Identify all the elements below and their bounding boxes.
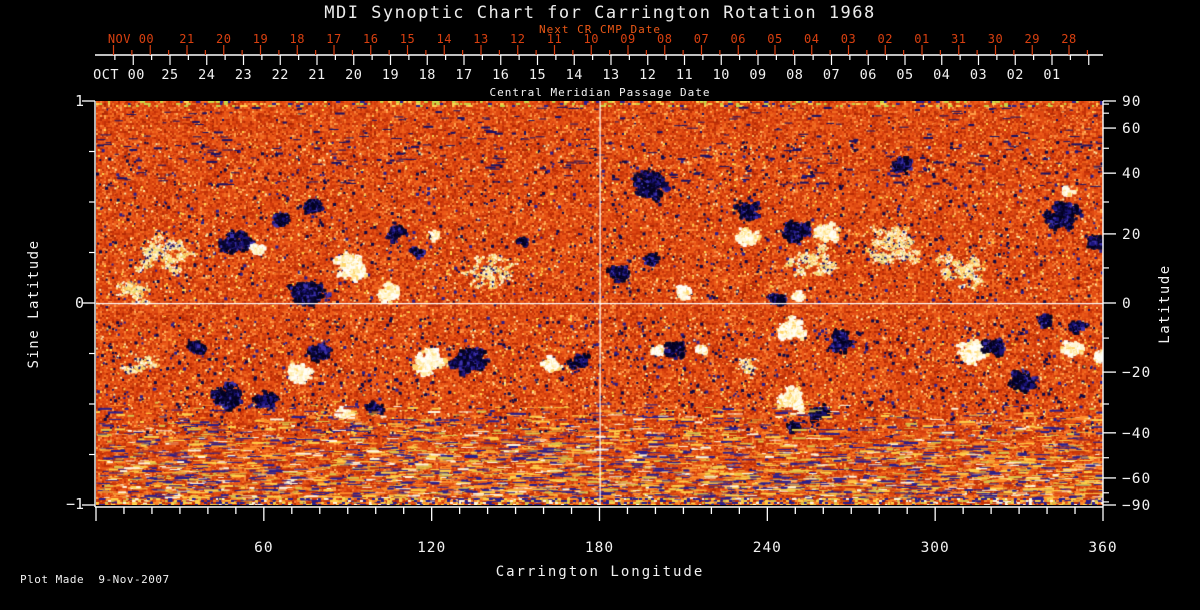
svg-text:07: 07 <box>694 32 709 46</box>
svg-text:180: 180 <box>585 540 614 556</box>
svg-text:03: 03 <box>841 32 856 46</box>
svg-text:11: 11 <box>547 32 562 46</box>
svg-text:28: 28 <box>1061 32 1076 46</box>
svg-text:19: 19 <box>382 67 399 83</box>
svg-text:31: 31 <box>951 32 966 46</box>
plot-made-timestamp: Plot Made 9-Nov-2007 <box>20 573 170 586</box>
svg-text:22: 22 <box>272 67 289 83</box>
svg-text:04: 04 <box>804 32 819 46</box>
svg-text:20: 20 <box>216 32 231 46</box>
svg-text:−40: −40 <box>1122 426 1151 442</box>
svg-text:03: 03 <box>970 67 987 83</box>
svg-text:07: 07 <box>823 67 840 83</box>
svg-text:16: 16 <box>492 67 509 83</box>
svg-text:15: 15 <box>400 32 415 46</box>
svg-text:16: 16 <box>363 32 378 46</box>
next-cr-cmp-date-label: Next CR CMP Date <box>539 23 661 36</box>
svg-text:01: 01 <box>914 32 929 46</box>
svg-text:29: 29 <box>1025 32 1040 46</box>
svg-text:02: 02 <box>1007 67 1024 83</box>
chart-title: MDI Synoptic Chart for Carrington Rotati… <box>324 3 876 23</box>
longitude-axis: 60 120 180 240 300 360 <box>95 506 1117 556</box>
svg-text:20: 20 <box>1122 227 1141 243</box>
svg-text:04: 04 <box>933 67 950 83</box>
svg-text:12: 12 <box>639 67 656 83</box>
svg-text:10: 10 <box>713 67 730 83</box>
svg-text:0: 0 <box>1122 296 1132 312</box>
central-meridian-passage-date-label: Central Meridian Passage Date <box>489 86 711 99</box>
svg-text:OCT 00: OCT 00 <box>93 67 145 83</box>
svg-text:90: 90 <box>1122 94 1141 110</box>
svg-text:25: 25 <box>161 67 178 83</box>
svg-text:02: 02 <box>878 32 893 46</box>
latitude-axis: 90 60 40 20 0 −20 −40 −60 −90 <box>1102 94 1151 514</box>
svg-text:10: 10 <box>584 32 599 46</box>
svg-text:13: 13 <box>473 32 488 46</box>
svg-text:60: 60 <box>254 540 273 556</box>
svg-text:14: 14 <box>437 32 452 46</box>
svg-text:18: 18 <box>290 32 305 46</box>
svg-text:20: 20 <box>345 67 362 83</box>
svg-text:12: 12 <box>510 32 525 46</box>
svg-text:09: 09 <box>749 67 766 83</box>
svg-text:24: 24 <box>198 67 215 83</box>
svg-text:−20: −20 <box>1122 365 1151 381</box>
svg-text:15: 15 <box>529 67 546 83</box>
svg-text:08: 08 <box>657 32 672 46</box>
svg-text:1: 1 <box>75 92 84 110</box>
svg-text:17: 17 <box>455 67 472 83</box>
svg-text:06: 06 <box>731 32 746 46</box>
svg-text:09: 09 <box>620 32 635 46</box>
magnetogram-heatmap <box>96 101 1103 505</box>
svg-text:240: 240 <box>753 540 782 556</box>
svg-text:120: 120 <box>417 540 446 556</box>
svg-text:23: 23 <box>235 67 252 83</box>
svg-text:18: 18 <box>419 67 436 83</box>
svg-text:0: 0 <box>75 294 84 312</box>
svg-text:360: 360 <box>1088 540 1117 556</box>
svg-text:06: 06 <box>860 67 877 83</box>
svg-text:300: 300 <box>921 540 950 556</box>
svg-text:17: 17 <box>326 32 341 46</box>
svg-text:19: 19 <box>253 32 268 46</box>
svg-text:40: 40 <box>1122 166 1141 182</box>
svg-text:13: 13 <box>602 67 619 83</box>
svg-text:01: 01 <box>1043 67 1060 83</box>
sine-latitude-axis: 1 0 −1 <box>66 92 96 513</box>
svg-text:−60: −60 <box>1122 471 1151 487</box>
svg-text:05: 05 <box>896 67 913 83</box>
svg-text:NOV 00: NOV 00 <box>108 32 154 46</box>
x-axis-title: Carrington Longitude <box>495 564 705 580</box>
svg-text:11: 11 <box>676 67 693 83</box>
svg-text:08: 08 <box>786 67 803 83</box>
y-axis-title-right: Latitude <box>1157 264 1173 344</box>
svg-text:05: 05 <box>767 32 782 46</box>
svg-text:21: 21 <box>179 32 194 46</box>
svg-text:30: 30 <box>988 32 1003 46</box>
svg-text:−1: −1 <box>66 495 84 513</box>
svg-text:−90: −90 <box>1122 498 1151 514</box>
svg-text:60: 60 <box>1122 121 1141 137</box>
cmp-date-axis: 21 20 19 18 17 16 15 14 13 12 11 10 09 08 07 06 05 04 03 02… <box>93 32 1103 83</box>
svg-text:14: 14 <box>566 67 583 83</box>
svg-text:21: 21 <box>308 67 325 83</box>
y-axis-title-left: Sine Latitude <box>26 239 42 369</box>
